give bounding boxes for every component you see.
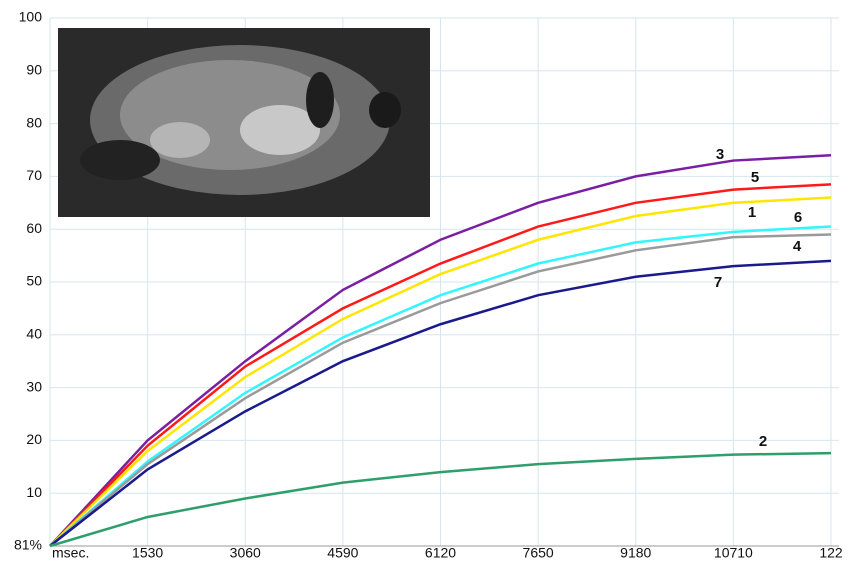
series-label: 7 bbox=[714, 274, 722, 291]
y-tick-label: 10 bbox=[26, 484, 42, 500]
x-tick-label: 10710 bbox=[714, 545, 753, 561]
series-label: 1 bbox=[748, 204, 756, 221]
x-tick-label: 6120 bbox=[425, 545, 456, 561]
y-tick-label: 90 bbox=[26, 62, 42, 78]
inset-image bbox=[58, 28, 430, 217]
y-tick-label: 70 bbox=[26, 167, 42, 183]
x-tick-label: 3060 bbox=[230, 545, 261, 561]
series-label: 6 bbox=[794, 209, 802, 226]
inset-vessel bbox=[369, 92, 401, 128]
inset-highlight bbox=[150, 122, 210, 158]
y-tick-label: 40 bbox=[26, 326, 42, 342]
y-tick-label: 60 bbox=[26, 220, 42, 236]
x-tick-label: 9180 bbox=[620, 545, 651, 561]
y-tick-label: 30 bbox=[26, 378, 42, 394]
y-tick-label: 80 bbox=[26, 114, 42, 130]
series-label: 2 bbox=[759, 433, 767, 450]
x-tick-label: msec. bbox=[52, 545, 89, 561]
series-label: 5 bbox=[751, 169, 759, 186]
y-tick-label: 50 bbox=[26, 273, 42, 289]
inset-vessel bbox=[306, 72, 334, 128]
series-label: 3 bbox=[716, 146, 724, 163]
series-label: 4 bbox=[793, 238, 802, 255]
inset-dark bbox=[80, 140, 160, 180]
y-tick-label: 100 bbox=[19, 9, 43, 25]
y-tick-label: 81% bbox=[14, 537, 42, 553]
x-tick-label: 4590 bbox=[327, 545, 358, 561]
x-tick-label: 1530 bbox=[132, 545, 163, 561]
chart: 81%102030405060708090100msec.15303060459… bbox=[0, 0, 859, 562]
x-tick-label: 7650 bbox=[523, 545, 554, 561]
x-tick-label: 122 bbox=[819, 545, 843, 561]
y-tick-label: 20 bbox=[26, 431, 42, 447]
